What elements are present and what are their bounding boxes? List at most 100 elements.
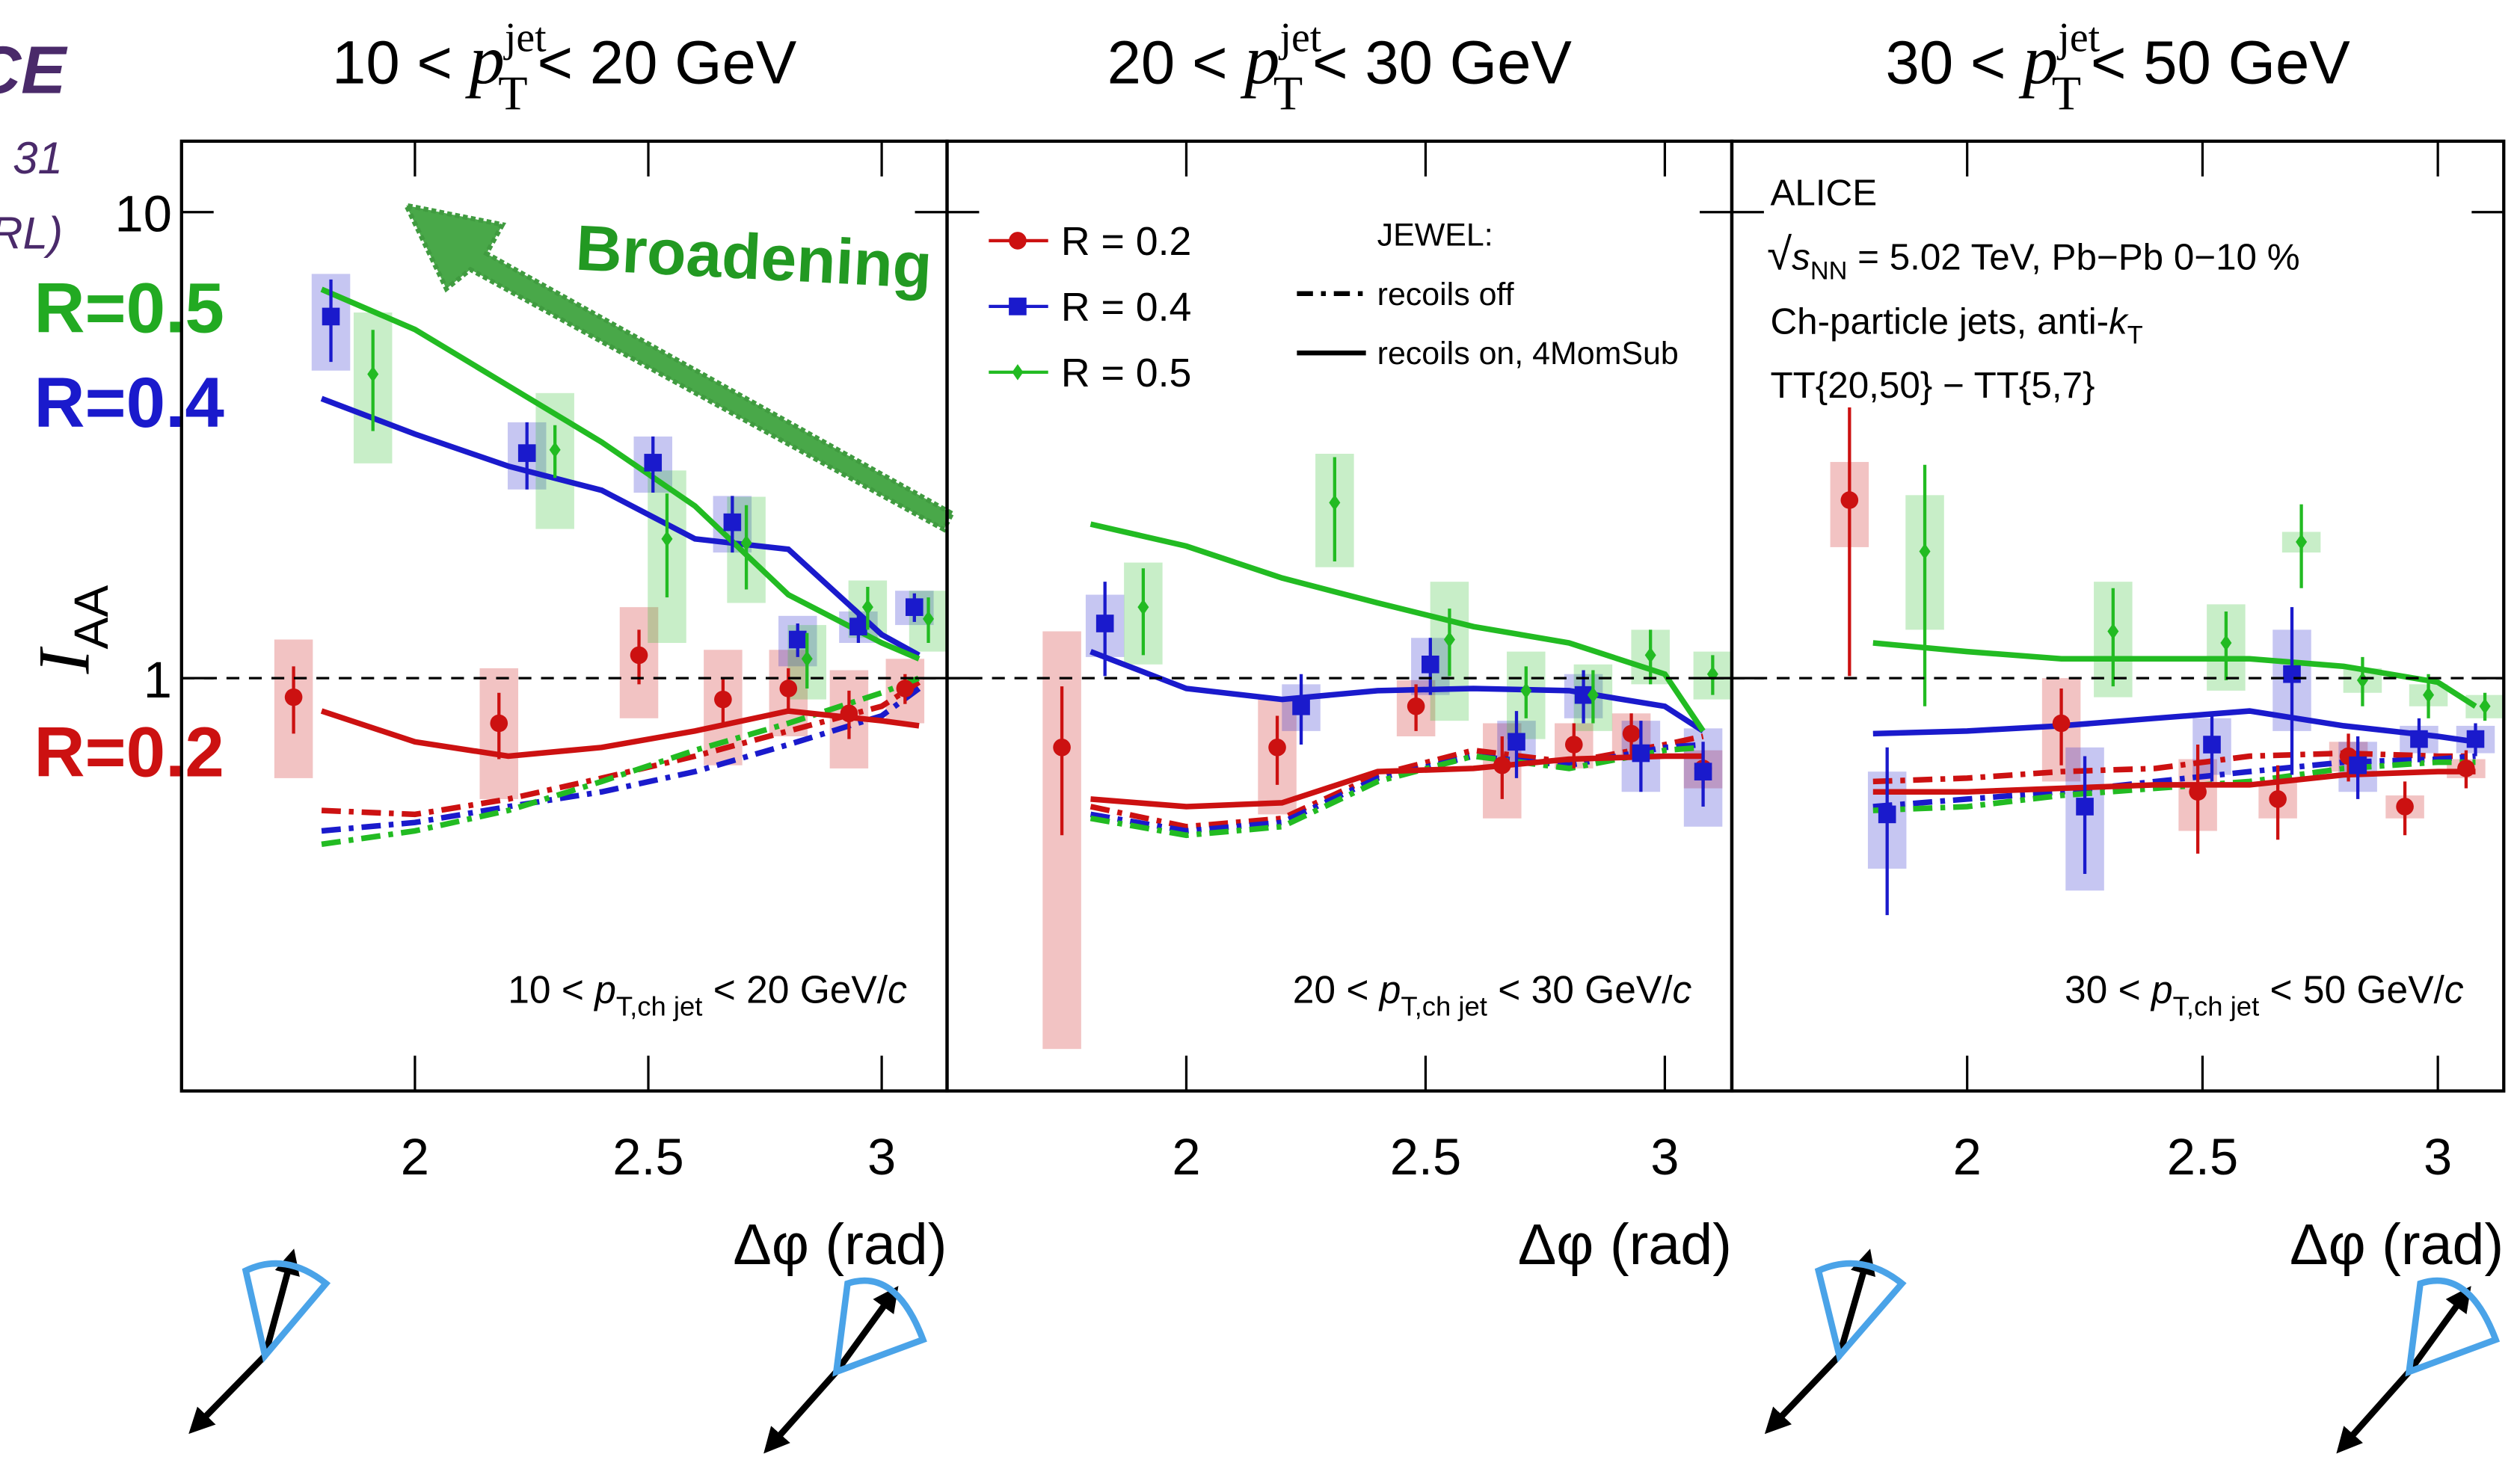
header-text: 31 bbox=[13, 133, 63, 183]
text-part: < 20 GeV/ bbox=[702, 967, 888, 1011]
text-part: T bbox=[2052, 67, 2081, 120]
info-text: TT{20,50} − TT{5,7} bbox=[1770, 365, 2095, 406]
y-label-base: I bbox=[23, 646, 105, 674]
marker bbox=[788, 630, 807, 649]
y-label-sub: AA bbox=[64, 585, 118, 650]
legend-label: recoils on, 4MomSub bbox=[1377, 336, 1679, 372]
text-part: 20 < bbox=[1293, 967, 1380, 1011]
panel-title: 20 < pjet T < 30 GeV bbox=[1107, 15, 1573, 120]
marker bbox=[2410, 730, 2428, 748]
marker bbox=[2423, 686, 2435, 703]
y-axis-label: IAA bbox=[23, 585, 118, 675]
x-axis-label: Δφ (rad) bbox=[733, 1213, 947, 1277]
marker bbox=[1009, 232, 1027, 250]
text-part: p bbox=[1240, 22, 1279, 99]
cone-icon bbox=[188, 1248, 331, 1435]
marker bbox=[1694, 763, 1712, 780]
x-tick-label: 3 bbox=[2424, 1128, 2452, 1186]
text-part: 30 < bbox=[1885, 29, 2023, 97]
marker bbox=[1493, 756, 1511, 774]
marker bbox=[1919, 543, 1931, 560]
marker bbox=[2466, 730, 2485, 748]
plot-area bbox=[1830, 407, 2504, 916]
marker bbox=[1292, 697, 1310, 715]
text-part: T bbox=[498, 67, 527, 120]
marker bbox=[1053, 739, 1071, 757]
info-text: ALICE bbox=[1770, 173, 1877, 214]
x-tick-label: 2 bbox=[1172, 1128, 1200, 1186]
text-part: T,ch jet bbox=[1401, 991, 1487, 1022]
model-curve bbox=[1872, 750, 2476, 785]
text-part: < 50 GeV bbox=[2091, 29, 2350, 97]
marker bbox=[1009, 298, 1027, 315]
text-part: T,ch jet bbox=[2173, 991, 2260, 1022]
y-tick-label: 1 bbox=[144, 651, 172, 709]
side-label: R=0.2 bbox=[34, 714, 224, 792]
marker bbox=[2356, 672, 2368, 689]
marker bbox=[2457, 760, 2475, 777]
marker bbox=[1574, 686, 1593, 704]
marker bbox=[490, 714, 508, 733]
header-text: RL) bbox=[0, 209, 63, 259]
text-part: p bbox=[1378, 967, 1401, 1011]
marker bbox=[2220, 635, 2232, 651]
marker bbox=[322, 307, 340, 326]
text-part: jet bbox=[503, 15, 547, 61]
legend-label: recoils off bbox=[1377, 277, 1514, 312]
text-part: p bbox=[593, 967, 616, 1011]
legend-title: JEWEL: bbox=[1377, 217, 1493, 253]
marker bbox=[2269, 790, 2287, 808]
legend-label: R = 0.2 bbox=[1061, 219, 1191, 264]
legend-label: R = 0.4 bbox=[1061, 285, 1191, 330]
x-tick-label: 2.5 bbox=[1390, 1128, 1461, 1186]
y-tick-label: 10 bbox=[115, 185, 172, 243]
marker bbox=[779, 680, 798, 697]
legend-label: R = 0.5 bbox=[1061, 351, 1191, 395]
info-text: √sNN = 5.02 TeV, Pb−Pb 0−10 % bbox=[1767, 230, 2299, 286]
marker bbox=[1407, 697, 1425, 715]
x-tick-label: 2.5 bbox=[612, 1128, 683, 1186]
marker bbox=[906, 598, 924, 616]
text-part: T,ch jet bbox=[616, 991, 703, 1022]
text-part: T bbox=[2127, 321, 2143, 349]
panel-annotation: 30 < pT,ch jet < 50 GeV/c bbox=[2065, 967, 2464, 1021]
plot-area bbox=[1042, 454, 1732, 1050]
marker bbox=[2296, 534, 2308, 550]
marker bbox=[740, 535, 752, 552]
marker bbox=[2203, 736, 2221, 754]
marker bbox=[2283, 665, 2301, 683]
marker bbox=[1587, 686, 1599, 703]
text-part: Ch-particle jets, anti- bbox=[1770, 301, 2109, 342]
model-curve bbox=[321, 686, 921, 834]
text-part: p bbox=[465, 22, 505, 99]
x-tick-label: 3 bbox=[1650, 1128, 1679, 1186]
marker bbox=[517, 444, 536, 462]
legend: R = 0.2 R = 0.4 R = 0.5 JEWEL: recoils off re… bbox=[989, 217, 1679, 395]
marker bbox=[714, 690, 732, 709]
side-label: R=0.4 bbox=[34, 364, 224, 443]
marker bbox=[849, 617, 867, 635]
x-tick-label: 2 bbox=[401, 1128, 429, 1186]
marker bbox=[644, 454, 663, 472]
model-curve bbox=[1090, 753, 1703, 810]
model-curve bbox=[1090, 733, 1704, 830]
marker bbox=[1422, 655, 1439, 674]
text-part: c bbox=[888, 967, 907, 1011]
marker bbox=[367, 366, 379, 383]
model-curve bbox=[1872, 768, 2476, 795]
marker bbox=[2052, 714, 2071, 733]
marker bbox=[1564, 736, 1583, 754]
marker bbox=[896, 680, 915, 697]
header-text: CE bbox=[0, 32, 68, 108]
text-part: 10 < bbox=[508, 967, 594, 1011]
arrow-label: Broadening bbox=[574, 212, 934, 303]
marker bbox=[1012, 364, 1024, 381]
text-part: c bbox=[1673, 967, 1692, 1011]
text-part: < 30 GeV/ bbox=[1487, 967, 1673, 1011]
text-part: k bbox=[2109, 301, 2129, 342]
model-curve bbox=[1872, 753, 2476, 810]
